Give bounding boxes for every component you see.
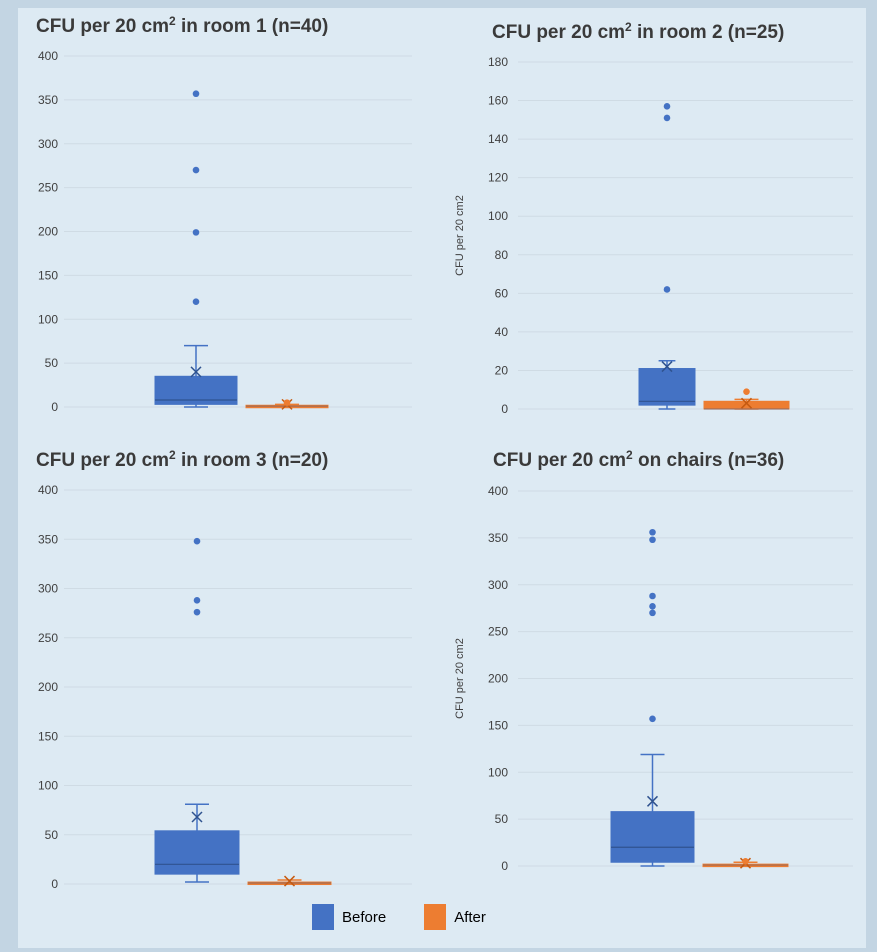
chart-title: CFU per 20 cm2 in room 2 (n=25) [492, 20, 784, 43]
y-tick-label: 50 [45, 828, 59, 842]
y-tick-label: 80 [495, 248, 509, 262]
y-tick-label: 40 [495, 325, 509, 339]
y-tick-label: 200 [38, 680, 58, 694]
outlier-point [192, 229, 200, 236]
y-tick-label: 0 [51, 400, 58, 414]
box [703, 400, 790, 410]
series-before [154, 537, 240, 883]
box [610, 811, 695, 863]
y-tick-label: 200 [488, 672, 508, 686]
mean-marker [283, 875, 296, 887]
legend: Before After [312, 904, 486, 930]
y-axis-label: CFU per 20 cm2 [454, 195, 466, 276]
outlier-point [193, 597, 201, 604]
outlier-point [649, 592, 656, 600]
legend-swatch-before [312, 904, 334, 930]
outlier-point [193, 608, 201, 616]
legend-item-after: After [424, 904, 486, 930]
y-tick-label: 400 [38, 483, 58, 497]
y-tick-label: 250 [38, 181, 58, 195]
series-before [638, 103, 696, 410]
y-tick-label: 0 [501, 859, 508, 873]
chart-panel-2: CFU per 20 cm2 in room 2 (n=25) 0 20 40 60 80… [454, 20, 853, 416]
outlier-point [649, 536, 656, 544]
y-tick-label: 160 [488, 94, 508, 108]
chart-panel-1: CFU per 20 cm2 in room 1 (n=40) 0 50 100 150… [36, 14, 412, 414]
legend-item-before: Before [312, 904, 386, 930]
y-tick-label: 200 [38, 225, 58, 239]
outlier-point [743, 388, 750, 395]
series-before [610, 528, 695, 867]
y-tick-label: 0 [501, 402, 508, 416]
mean-marker-stroke [191, 811, 203, 823]
y-tick-label: 350 [38, 532, 58, 546]
mean-marker [190, 366, 202, 378]
outlier-point [192, 298, 200, 306]
y-tick-label: 400 [38, 49, 58, 63]
outlier-point [649, 715, 656, 723]
outlier-point [193, 537, 201, 545]
legend-label-after: After [454, 908, 486, 926]
outlier-point [649, 528, 656, 536]
series-before [154, 90, 238, 408]
y-tick-label: 100 [488, 209, 508, 223]
mean-marker [191, 811, 203, 823]
y-tick-label: 300 [38, 137, 58, 151]
mean-marker-stroke [283, 875, 296, 887]
y-tick-label: 100 [38, 779, 58, 793]
chart-panel-4: CFU per 20 cm2 on chairs (n=36) 0 50 100 150… [454, 448, 853, 873]
outlier-point [283, 399, 291, 406]
chart-title: CFU per 20 cm2 on chairs (n=36) [493, 448, 784, 471]
series-after [703, 388, 790, 410]
y-tick-label: 100 [488, 765, 508, 779]
series-after [702, 857, 789, 869]
figure-background [18, 8, 866, 948]
y-tick-label: 150 [488, 718, 508, 732]
y-tick-label: 300 [488, 578, 508, 592]
outlier-point [649, 603, 656, 610]
outlier-point [742, 858, 749, 865]
chart-title: CFU per 20 cm2 in room 1 (n=40) [36, 14, 328, 37]
legend-label-before: Before [342, 908, 387, 926]
y-tick-label: 50 [45, 356, 59, 370]
y-tick-label: 60 [495, 286, 509, 300]
legend-swatch-after [424, 904, 447, 930]
y-tick-label: 180 [488, 55, 508, 69]
series-after [245, 398, 329, 410]
y-tick-label: 300 [38, 582, 58, 596]
outlier-point [663, 286, 671, 293]
mean-marker-stroke [661, 361, 673, 373]
chart-title: CFU per 20 cm2 in room 3 (n=20) [36, 448, 328, 471]
y-tick-label: 150 [38, 729, 58, 743]
y-tick-label: 100 [38, 312, 58, 326]
outlier-point [663, 114, 671, 122]
outlier-point [192, 90, 200, 98]
y-tick-label: 140 [488, 132, 508, 146]
box [638, 368, 696, 406]
outlier-point [663, 103, 671, 110]
y-tick-label: 50 [495, 812, 509, 826]
series-after [247, 875, 332, 887]
mean-marker-stroke [646, 795, 659, 807]
y-tick-label: 0 [51, 877, 58, 891]
mean-marker-stroke [740, 397, 753, 409]
y-tick-label: 250 [38, 631, 58, 645]
y-tick-label: 350 [38, 93, 58, 107]
y-axis-label: CFU per 20 cm2 [454, 638, 466, 719]
outlier-point [192, 166, 200, 174]
y-tick-label: 150 [38, 268, 58, 282]
mean-marker [646, 795, 659, 807]
y-tick-label: 20 [495, 363, 509, 377]
y-tick-label: 350 [488, 531, 508, 545]
mean-marker [740, 397, 753, 409]
box [154, 830, 240, 875]
mean-marker-stroke [190, 366, 202, 378]
outlier-point [649, 609, 656, 617]
y-tick-label: 120 [488, 171, 508, 185]
mean-marker [661, 361, 673, 373]
chart-panel-3: CFU per 20 cm2 in room 3 (n=20) 0 50 100 150… [36, 448, 412, 891]
y-tick-label: 250 [488, 625, 508, 639]
y-tick-label: 400 [488, 484, 508, 498]
